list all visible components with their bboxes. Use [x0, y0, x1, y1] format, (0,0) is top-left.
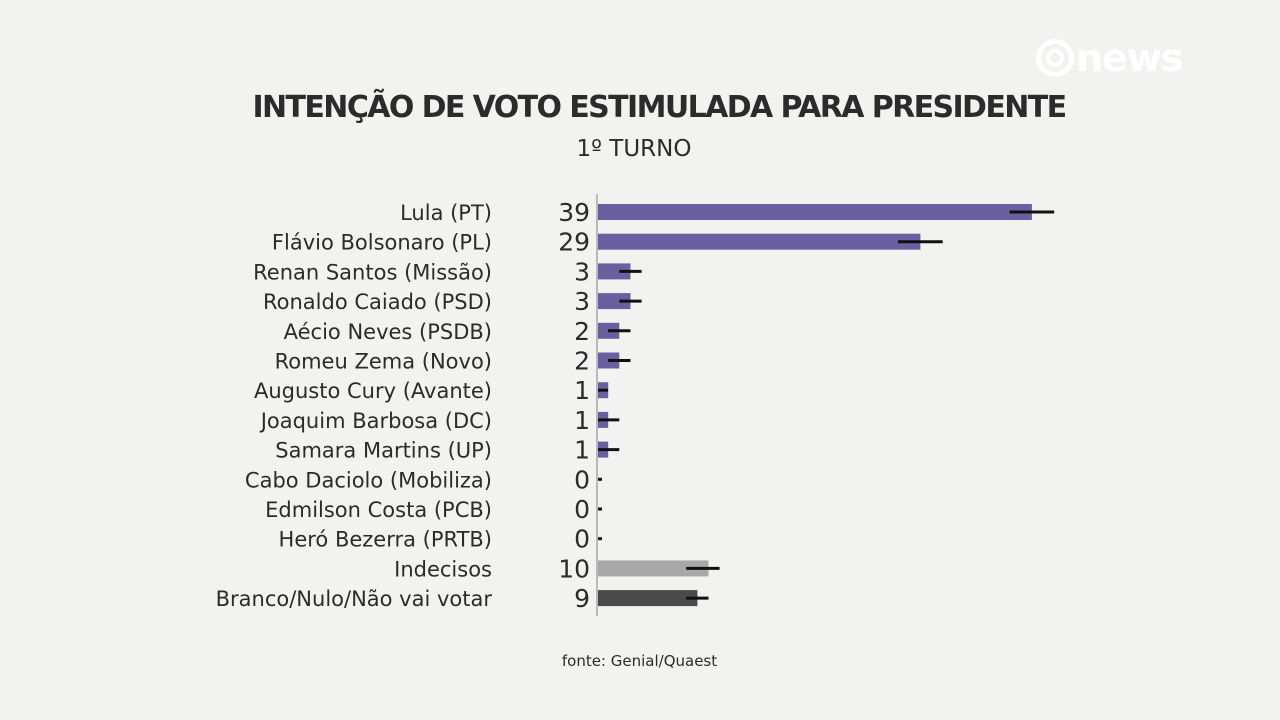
bar [597, 204, 1032, 220]
chart-title: INTENÇÃO DE VOTO ESTIMULADA PARA PRESIDE… [252, 90, 1067, 125]
bar [597, 263, 631, 280]
category-label: Lula (PT) [400, 201, 492, 225]
chart-subtitle: 1º TURNO [576, 136, 692, 162]
category-label: Joaquim Barbosa (DC) [259, 409, 492, 433]
bar [597, 590, 698, 607]
category-labels: Lula (PT) Flávio Bolsonaro (PL) Renan Sant… [216, 201, 493, 611]
value-label: 1 [574, 436, 590, 465]
value-label: 29 [558, 228, 590, 257]
category-label: Renan Santos (Missão) [253, 260, 492, 284]
error-bars-layer [597, 210, 1055, 600]
bar [597, 560, 709, 577]
category-label: Samara Martins (UP) [275, 439, 492, 463]
value-label: 2 [574, 317, 590, 346]
value-label: 3 [574, 287, 590, 316]
gnews-logo: news [1036, 36, 1184, 80]
value-label: 2 [574, 347, 590, 376]
source-note: fonte: Genial/Quaest [561, 652, 718, 670]
bars-layer [597, 204, 1032, 607]
category-label: Aécio Neves (PSDB) [284, 320, 492, 344]
category-label: Augusto Cury (Avante) [254, 379, 492, 403]
value-label: 3 [574, 257, 590, 286]
category-label: Indecisos [394, 557, 492, 581]
category-label: Heró Bezerra (PRTB) [279, 528, 492, 552]
value-label: 0 [574, 525, 590, 554]
category-label: Branco/Nulo/Não vai votar [216, 587, 493, 611]
value-label: 1 [574, 406, 590, 435]
value-label: 39 [558, 198, 590, 227]
value-label: 1 [574, 376, 590, 405]
category-label: Romeu Zema (Novo) [275, 350, 492, 374]
category-label: Flávio Bolsonaro (PL) [272, 231, 492, 255]
value-label: 9 [574, 584, 590, 613]
category-label: Cabo Daciolo (Mobiliza) [245, 468, 492, 492]
value-label: 0 [574, 465, 590, 494]
category-label: Edmilson Costa (PCB) [265, 498, 492, 522]
bar [597, 293, 631, 310]
value-label: 10 [558, 554, 590, 583]
globo-icon [1036, 39, 1074, 77]
category-label: Ronaldo Caiado (PSD) [263, 290, 492, 314]
value-label: 0 [574, 495, 590, 524]
bar [597, 233, 921, 250]
logo-text: news [1076, 36, 1184, 80]
